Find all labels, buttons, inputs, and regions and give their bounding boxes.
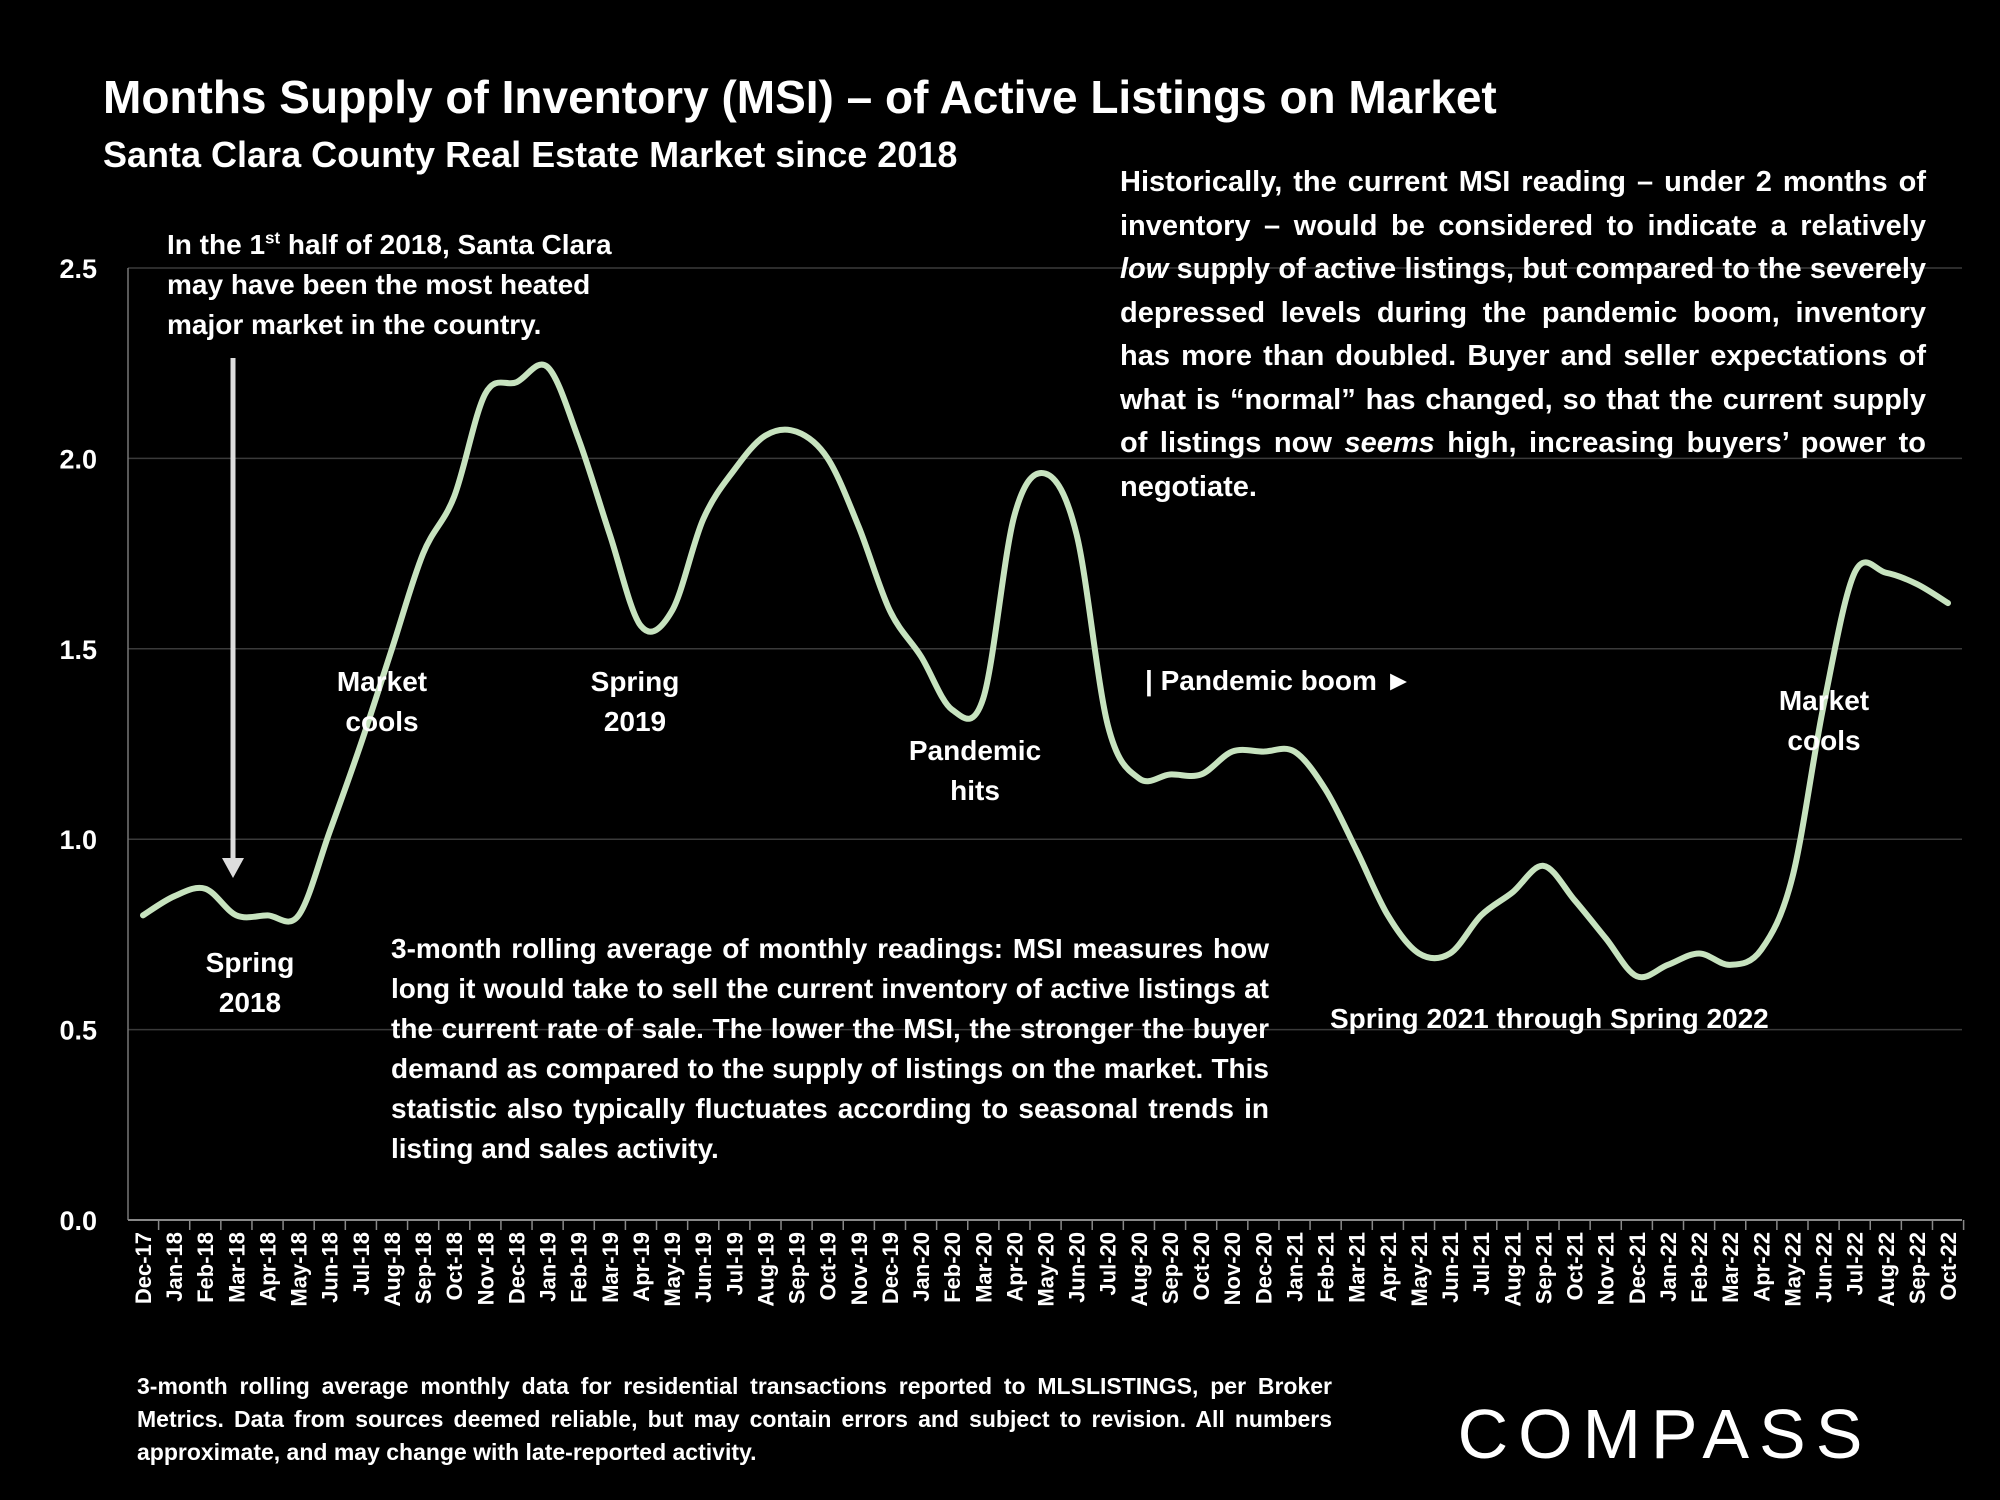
x-tick-label: Apr-22 xyxy=(1749,1232,1774,1302)
x-tick-label: Feb-21 xyxy=(1314,1232,1339,1303)
x-tick-label: Dec-19 xyxy=(878,1232,903,1304)
x-tick-label: Sep-20 xyxy=(1158,1232,1183,1304)
x-tick-label: Apr-21 xyxy=(1376,1232,1401,1302)
x-tick-label: Jun-21 xyxy=(1438,1232,1463,1303)
annotation-heated-market: In the 1st half of 2018, Santa Clara may… xyxy=(167,228,612,340)
annotation-pandemic-boom: | Pandemic boom ► xyxy=(1145,665,1413,696)
x-tick-label: Apr-19 xyxy=(629,1232,654,1302)
x-tick-label: Dec-17 xyxy=(131,1232,156,1304)
axes xyxy=(127,268,1965,1230)
x-tick-label: Sep-22 xyxy=(1905,1232,1930,1304)
y-tick-label: 0.0 xyxy=(59,1206,97,1236)
msi-series-line xyxy=(140,361,1951,981)
y-tick-label: 1.0 xyxy=(59,825,97,855)
x-tick-label: Oct-21 xyxy=(1563,1232,1588,1300)
x-tick-label: Mar-21 xyxy=(1345,1232,1370,1303)
y-tick-label: 1.5 xyxy=(59,635,97,665)
x-tick-label: Nov-18 xyxy=(473,1232,498,1305)
y-tick-labels: 0.0 0.5 1.0 1.5 2.0 2.5 xyxy=(59,254,97,1236)
x-tick-label: Sep-21 xyxy=(1531,1232,1556,1304)
x-tick-label: Aug-22 xyxy=(1874,1232,1899,1307)
x-tick-label: Sep-18 xyxy=(411,1232,436,1304)
x-tick-label: May-21 xyxy=(1407,1232,1432,1307)
x-tick-label: Jan-19 xyxy=(536,1232,561,1302)
annotation-spring-2021-2022: Spring 2021 through Spring 2022 xyxy=(1330,1003,1769,1034)
x-tick-label: May-20 xyxy=(1034,1232,1059,1307)
x-tick-label: May-18 xyxy=(287,1232,312,1307)
annotation-methodology: 3-month rolling average of monthly readi… xyxy=(391,933,1269,1164)
annotation-arrow-head xyxy=(222,858,244,878)
x-tick-label: Sep-19 xyxy=(785,1232,810,1304)
x-tick-label: Jul-22 xyxy=(1843,1232,1868,1296)
x-tick-labels: Dec-17 Jan-18 Feb-18 Mar-18 Apr-18 May-18 Jun-… xyxy=(131,1232,1961,1307)
x-tick-label: Jun-18 xyxy=(318,1232,343,1303)
annotation-spring-2019: Spring 2019 xyxy=(590,666,680,737)
x-tick-label: Aug-19 xyxy=(753,1232,778,1307)
x-tick-label: Jul-20 xyxy=(1096,1232,1121,1296)
x-tick-label: Mar-22 xyxy=(1718,1232,1743,1303)
x-tick-label: Nov-19 xyxy=(847,1232,872,1305)
x-tick-label: Apr-18 xyxy=(255,1232,280,1302)
chart-subtitle: Santa Clara County Real Estate Market si… xyxy=(103,134,958,175)
x-tick-label: Feb-18 xyxy=(193,1232,218,1303)
x-tick-label: Nov-21 xyxy=(1594,1232,1619,1305)
x-tick-label: Dec-21 xyxy=(1625,1232,1650,1304)
x-tick-label: Feb-19 xyxy=(567,1232,592,1303)
x-tick-label: Jan-22 xyxy=(1656,1232,1681,1302)
x-tick-label: Aug-21 xyxy=(1500,1232,1525,1307)
compass-logo: COMPASS xyxy=(1458,1395,1873,1470)
x-tick-label: Jul-18 xyxy=(349,1232,374,1296)
compass-logo-text: COMPASS xyxy=(1458,1395,1873,1470)
series-layer xyxy=(140,361,1951,981)
x-tick-label: Jan-21 xyxy=(1282,1232,1307,1302)
x-tick-label: Aug-20 xyxy=(1127,1232,1152,1307)
x-tick-label: Jan-20 xyxy=(909,1232,934,1302)
x-tick-label: Jan-18 xyxy=(162,1232,187,1302)
footnote: 3-month rolling average monthly data for… xyxy=(137,1373,1332,1465)
chart-title: Months Supply of Inventory (MSI) – of Ac… xyxy=(103,71,1497,123)
x-tick-label: Aug-18 xyxy=(380,1232,405,1307)
x-tick-label: Dec-18 xyxy=(504,1232,529,1304)
x-tick-label: Mar-20 xyxy=(971,1232,996,1303)
x-tick-label: May-19 xyxy=(660,1232,685,1307)
x-tick-label: Apr-20 xyxy=(1002,1232,1027,1302)
annotation-market-cools-2022: Market cools xyxy=(1778,685,1870,756)
x-tick-label: Feb-22 xyxy=(1687,1232,1712,1303)
x-tick-label: Jul-19 xyxy=(722,1232,747,1296)
gridlines xyxy=(128,267,1962,1031)
annotation-historic: Historically, the current MSI reading – … xyxy=(1120,166,1926,503)
y-tick-label: 2.5 xyxy=(59,254,97,284)
x-tick-label: Oct-19 xyxy=(816,1232,841,1300)
annotation-spring-2018: Spring 2018 xyxy=(205,947,295,1018)
x-tick-label: Jul-21 xyxy=(1469,1232,1494,1296)
x-tick-label: Dec-20 xyxy=(1251,1232,1276,1304)
x-tick-label: Oct-20 xyxy=(1189,1232,1214,1300)
x-tick-label: Mar-19 xyxy=(598,1232,623,1303)
x-tick-label: Oct-18 xyxy=(442,1232,467,1300)
x-tick-label: Oct-22 xyxy=(1936,1232,1961,1300)
annotation-pandemic-hits: Pandemic hits xyxy=(908,735,1042,806)
x-tick-label: Nov-20 xyxy=(1220,1232,1245,1305)
y-tick-label: 0.5 xyxy=(59,1016,97,1046)
x-tick-label: Mar-18 xyxy=(224,1232,249,1303)
y-tick-label: 2.0 xyxy=(59,444,97,474)
x-tick-label: Feb-20 xyxy=(940,1232,965,1303)
x-tick-label: Jun-20 xyxy=(1065,1232,1090,1303)
x-tick-label: Jun-19 xyxy=(691,1232,716,1303)
annotation-market-cools-2018: Market cools xyxy=(336,666,428,737)
x-tick-label: Jun-22 xyxy=(1812,1232,1837,1303)
x-tick-label: May-22 xyxy=(1780,1232,1805,1307)
